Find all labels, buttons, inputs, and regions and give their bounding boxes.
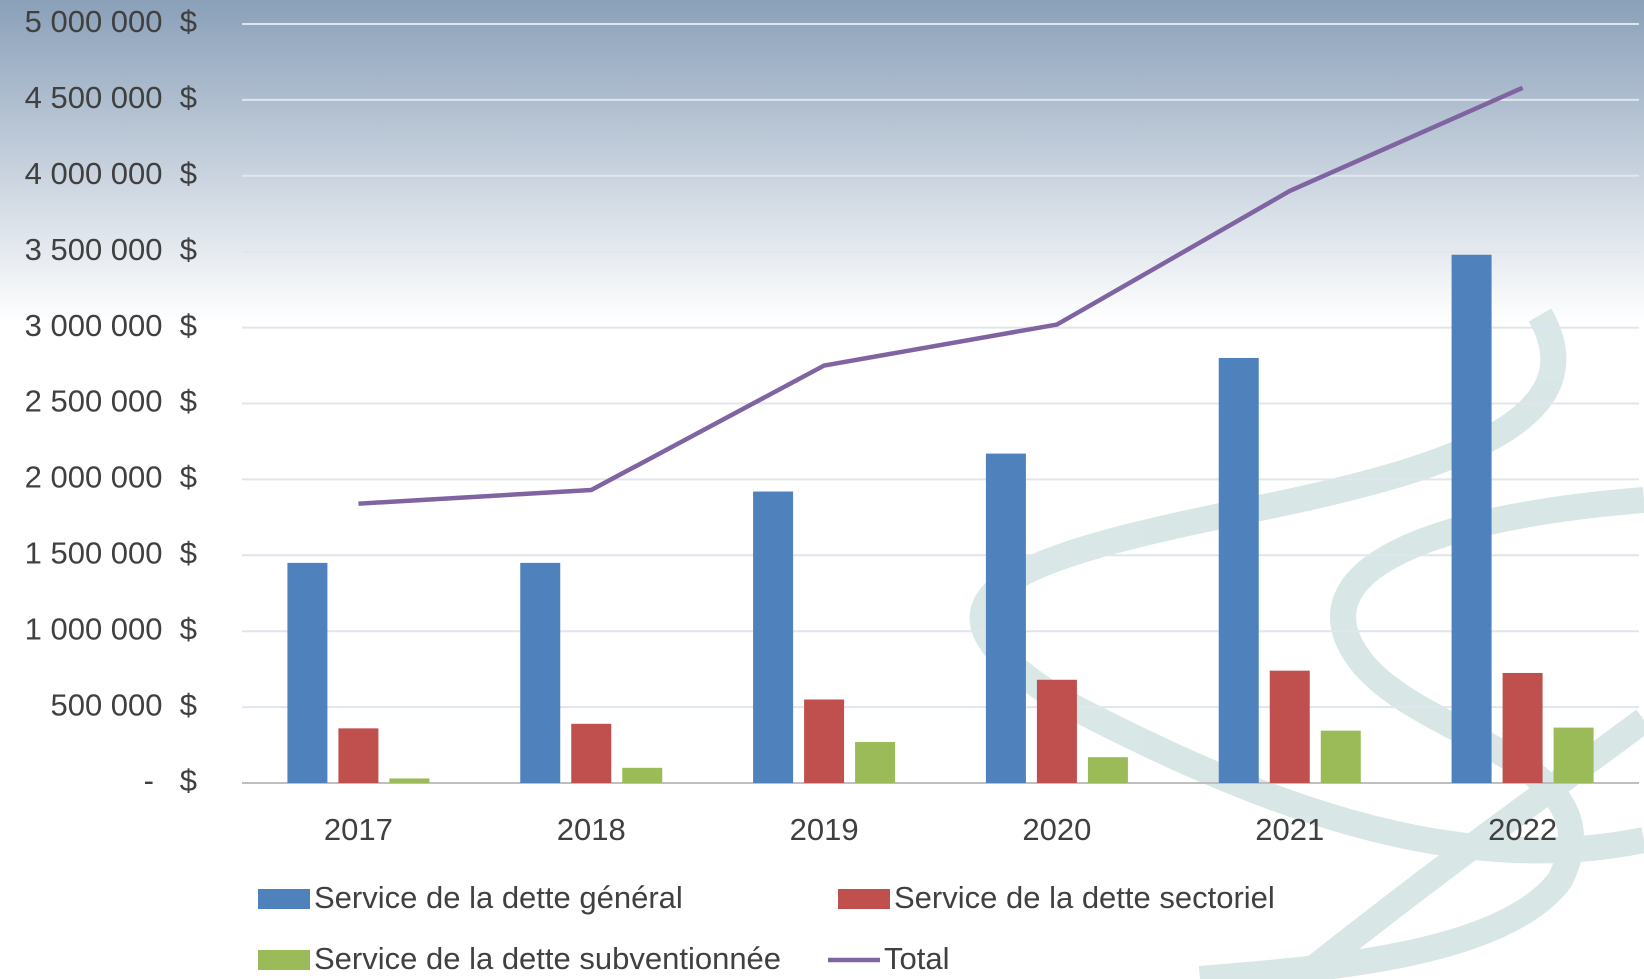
y-tick-label: 4 000 000 $: [25, 156, 197, 191]
bar: [1554, 728, 1594, 783]
bar: [389, 778, 429, 783]
bar: [753, 492, 793, 783]
legend-swatch: [258, 950, 310, 970]
y-tick-label: 5 000 000 $: [25, 4, 197, 39]
y-tick-label: - $: [144, 763, 197, 798]
x-tick-label: 2019: [790, 812, 859, 847]
bar: [571, 724, 611, 783]
legend-swatch: [838, 889, 890, 909]
bar: [1452, 255, 1492, 783]
bar: [1270, 671, 1310, 783]
bar: [1219, 358, 1259, 783]
bar: [1037, 680, 1077, 783]
y-tick-label: 4 500 000 $: [25, 80, 197, 115]
x-tick-label: 2020: [1022, 812, 1091, 847]
x-tick-label: 2018: [557, 812, 626, 847]
bar: [520, 563, 560, 783]
y-tick-label: 2 000 000 $: [25, 460, 197, 495]
legend-label: Service de la dette subventionnée: [314, 941, 781, 976]
bar: [804, 700, 844, 783]
bar: [338, 728, 378, 783]
bar: [855, 742, 895, 783]
legend-label: Total: [884, 941, 949, 976]
bar: [1503, 673, 1543, 783]
bar: [287, 563, 327, 783]
y-tick-label: 500 000 $: [50, 687, 197, 722]
bar: [986, 454, 1026, 783]
y-tick-label: 3 000 000 $: [25, 308, 197, 343]
x-tick-label: 2022: [1488, 812, 1557, 847]
y-tick-label: 1 500 000 $: [25, 535, 197, 570]
legend-swatch: [258, 889, 310, 909]
legend-label: Service de la dette sectoriel: [894, 880, 1275, 915]
y-tick-label: 1 000 000 $: [25, 611, 197, 646]
x-tick-label: 2017: [324, 812, 393, 847]
y-tick-label: 3 500 000 $: [25, 232, 197, 267]
y-tick-label: 2 500 000 $: [25, 384, 197, 419]
bar: [1321, 731, 1361, 783]
chart: - $ 500 000 $ 1 000 000 $ 1 500 000 $ 2 000 …: [0, 0, 1644, 979]
bar: [622, 768, 662, 783]
legend-label: Service de la dette général: [314, 880, 683, 915]
x-tick-label: 2021: [1255, 812, 1324, 847]
bar: [1088, 757, 1128, 783]
